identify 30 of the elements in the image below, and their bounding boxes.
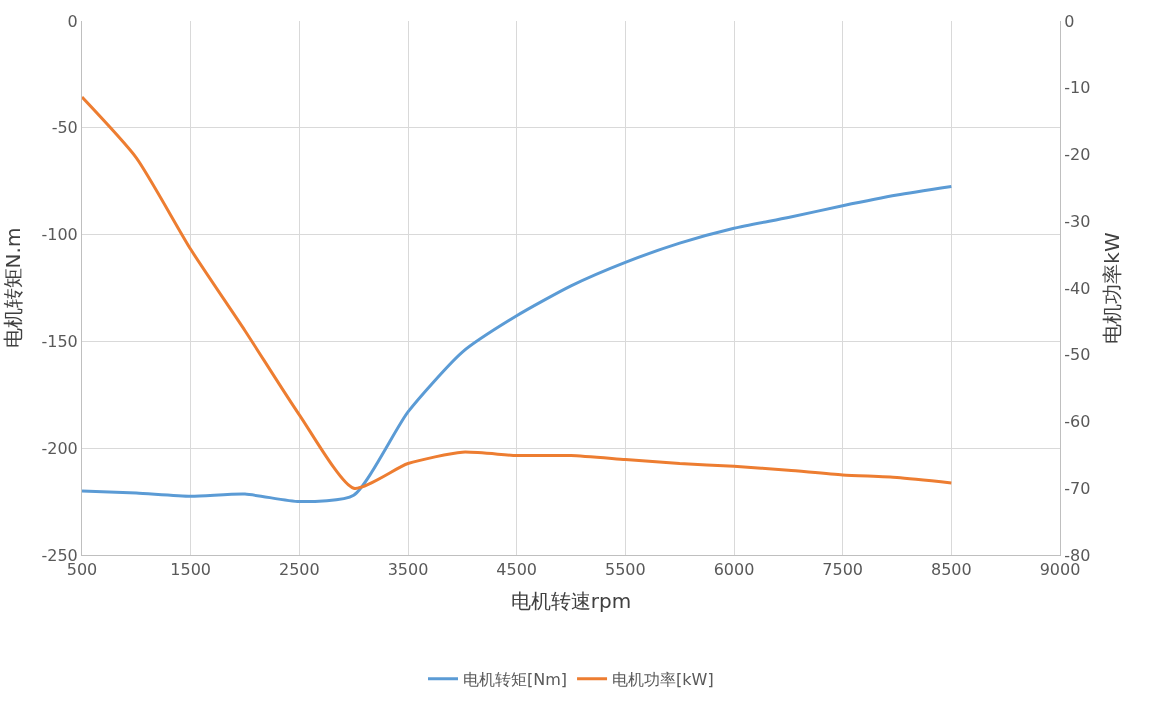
y2-tick-label: -70 bbox=[1064, 478, 1091, 498]
y2-tick-label: -50 bbox=[1064, 345, 1091, 365]
legend-label: 电机转矩[Nm] bbox=[463, 669, 568, 689]
y2-axis-title: 电机功率kW bbox=[1099, 232, 1124, 344]
y2-tick-label: -20 bbox=[1064, 145, 1091, 165]
x-tick-label: 3500 bbox=[387, 560, 429, 580]
x-tick-label: 500 bbox=[66, 560, 98, 580]
x-tick-label: 5500 bbox=[604, 560, 646, 580]
y-axis-title: 电机转矩N.m bbox=[0, 227, 25, 349]
x-tick-label: 9000 bbox=[1039, 560, 1081, 580]
y-tick-label: -50 bbox=[51, 118, 78, 138]
x-tick-label: 1500 bbox=[170, 560, 212, 580]
y-tick-label: -150 bbox=[41, 332, 78, 351]
legend-label: 电机功率[kW] bbox=[612, 669, 714, 689]
y-tick-label: -100 bbox=[41, 225, 78, 245]
x-tick-label: 4500 bbox=[496, 560, 538, 580]
x-tick-label: 6000 bbox=[713, 560, 755, 580]
y2-tick-label: 0 bbox=[1064, 11, 1075, 31]
y2-tick-label: -40 bbox=[1064, 278, 1091, 298]
y-tick-label: 0 bbox=[67, 11, 78, 31]
y2-tick-label: -10 bbox=[1064, 78, 1091, 98]
y-tick-label: -200 bbox=[41, 438, 78, 458]
x-tick-label: 2500 bbox=[278, 560, 320, 580]
x-axis-title: 电机转速rpm bbox=[510, 588, 632, 613]
line-series bbox=[82, 95, 953, 490]
line-series bbox=[82, 185, 953, 504]
y2-tick-label: -30 bbox=[1064, 211, 1091, 231]
y2-tick-label: -60 bbox=[1064, 412, 1091, 432]
x-tick-label: 7500 bbox=[822, 560, 864, 580]
x-tick-label: 8500 bbox=[930, 560, 972, 580]
